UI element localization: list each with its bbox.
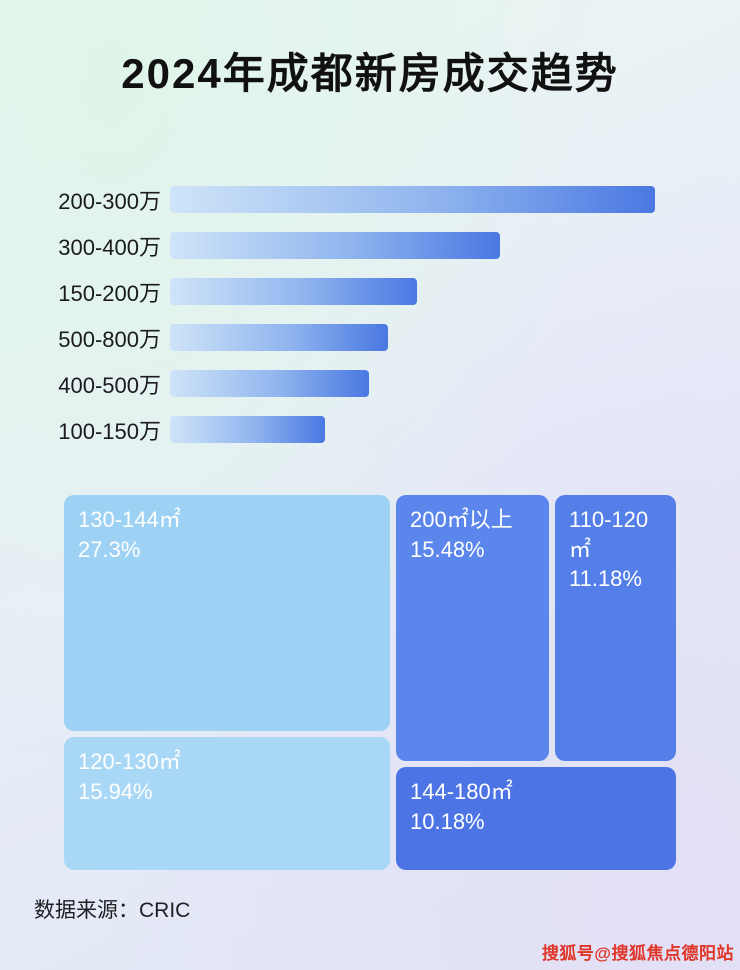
bar-track xyxy=(170,232,655,259)
bar-label: 300-400万 xyxy=(58,234,161,260)
bar-row: 300-400万 xyxy=(30,232,655,260)
treemap-cell-label: 130-144㎡ xyxy=(78,507,181,532)
bar-100-150 xyxy=(170,416,326,443)
bar-track xyxy=(170,324,655,351)
bar-track xyxy=(170,186,655,213)
price-range-bar-chart: 200-300万 300-400万 150-200万 500-800万 400- xyxy=(30,186,655,444)
bar-label: 150-200万 xyxy=(58,280,161,306)
watermark-text: 搜狐号@搜狐焦点德阳站 xyxy=(541,944,734,963)
bar-label: 100-150万 xyxy=(58,418,161,444)
treemap-cell-percent: 15.94% xyxy=(78,778,153,804)
treemap-cell-percent: 11.18% xyxy=(569,566,642,592)
bar-label: 500-800万 xyxy=(58,326,161,352)
treemap-cell-label: 120-130㎡ xyxy=(78,749,181,774)
bar-300-400 xyxy=(170,232,500,259)
bar-label: 200-300万 xyxy=(58,188,161,214)
bar-400-500 xyxy=(170,370,369,397)
bar-150-200 xyxy=(170,278,418,305)
treemap-cell-110-120: 110-120㎡ 11.18% xyxy=(555,495,676,761)
treemap-cell-percent: 10.18% xyxy=(410,808,485,834)
page-title: 2024年成都新房成交趋势 xyxy=(121,50,619,97)
treemap-cell-130-144: 130-144㎡ 27.3% xyxy=(64,495,390,731)
bar-track xyxy=(170,278,655,305)
area-size-treemap: 130-144㎡ 27.3% 200㎡以上 15.48% 110-120㎡ 11… xyxy=(64,495,676,870)
treemap-cell-label: 200㎡以上 xyxy=(410,507,513,532)
treemap-cell-percent: 27.3% xyxy=(78,536,141,562)
bar-row: 100-150万 xyxy=(30,416,655,444)
treemap-cell-120-130: 120-130㎡ 15.94% xyxy=(64,737,390,870)
treemap-cell-label: 144-180㎡ xyxy=(410,779,513,804)
bar-row: 200-300万 xyxy=(30,186,655,214)
bar-row: 500-800万 xyxy=(30,324,655,352)
data-source-label: 数据来源：CRIC xyxy=(34,899,191,922)
treemap-cell-144-180: 144-180㎡ 10.18% xyxy=(396,767,676,870)
bar-row: 150-200万 xyxy=(30,278,655,306)
treemap-cell-label: 110-120㎡ xyxy=(569,507,649,562)
bar-label: 400-500万 xyxy=(58,372,161,398)
treemap-cell-200-plus: 200㎡以上 15.48% xyxy=(396,495,549,761)
bar-track xyxy=(170,416,655,443)
bar-500-800 xyxy=(170,324,389,351)
bar-row: 400-500万 xyxy=(30,370,655,398)
bar-200-300 xyxy=(170,186,655,213)
treemap-cell-percent: 15.48% xyxy=(410,536,485,562)
bar-track xyxy=(170,370,655,397)
